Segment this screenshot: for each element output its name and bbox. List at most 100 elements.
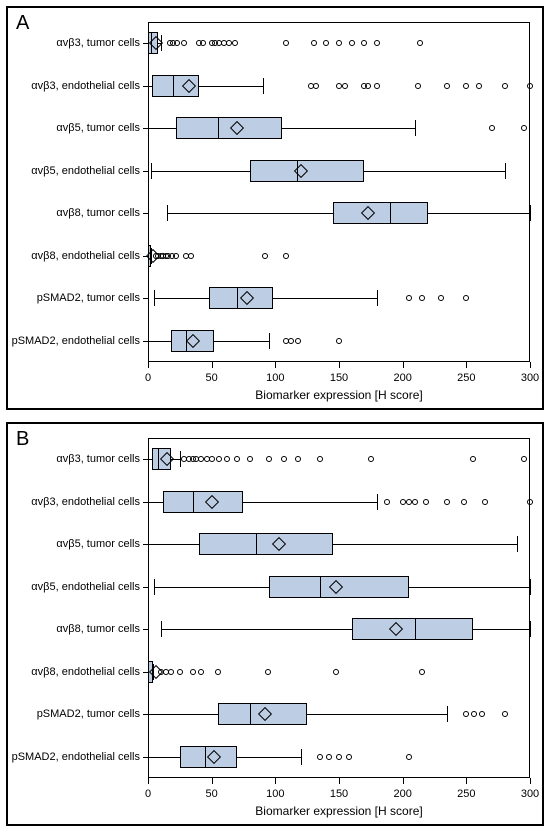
whisker-cap-low — [148, 706, 149, 722]
y-tick — [143, 213, 148, 214]
outlier-icon — [412, 499, 418, 505]
outlier-icon — [283, 40, 289, 46]
y-tick-label: αvβ3, endothelial cells — [31, 80, 140, 92]
outlier-icon — [234, 456, 240, 462]
outlier-icon — [317, 754, 323, 760]
outlier-icon — [188, 253, 194, 259]
y-axis-line — [148, 22, 149, 362]
outlier-icon — [198, 669, 204, 675]
y-tick-label: αvβ3, tumor cells — [56, 37, 140, 49]
x-tick-label: 50 — [206, 788, 218, 800]
y-tick-label: pSMAD2, tumor cells — [37, 708, 140, 720]
outlier-icon — [295, 456, 301, 462]
median-line — [193, 491, 194, 513]
whisker-cap-low — [148, 749, 149, 765]
x-tick — [403, 362, 404, 368]
whisker-cap-low — [154, 579, 155, 595]
outlier-icon — [438, 295, 444, 301]
x-tick-label: 200 — [393, 788, 411, 800]
plot-right-border — [529, 438, 530, 778]
outlier-icon — [346, 754, 352, 760]
y-tick-label: αvβ8, tumor cells — [56, 623, 140, 635]
x-tick — [403, 778, 404, 784]
x-tick — [148, 778, 149, 784]
outlier-icon — [209, 456, 215, 462]
y-tick-label: αvβ8, endothelial cells — [31, 666, 140, 678]
outlier-icon — [476, 83, 482, 89]
outlier-icon — [374, 83, 380, 89]
x-tick — [530, 362, 531, 368]
plot-area: 050100150200250300Biomarker expression [… — [148, 22, 530, 362]
x-axis-title: Biomarker expression [H score] — [255, 388, 422, 402]
box — [163, 491, 243, 513]
x-tick-label: 300 — [521, 788, 539, 800]
y-tick-label: αvβ5, tumor cells — [56, 122, 140, 134]
outlier-icon — [419, 295, 425, 301]
y-tick — [143, 171, 148, 172]
outlier-icon — [283, 253, 289, 259]
outlier-icon — [247, 456, 253, 462]
whisker-cap-high — [505, 163, 506, 179]
whisker-cap-low — [154, 290, 155, 306]
outlier-icon — [463, 295, 469, 301]
outlier-icon — [461, 499, 467, 505]
outlier-icon — [232, 40, 238, 46]
median-line — [415, 618, 416, 640]
median-line — [320, 576, 321, 598]
outlier-icon — [281, 456, 287, 462]
whisker-cap-high — [377, 494, 378, 510]
outlier-icon — [479, 711, 485, 717]
figure-root: A050100150200250300Biomarker expression … — [0, 0, 550, 832]
median-line — [256, 533, 257, 555]
whisker-cap-high — [530, 621, 531, 637]
box — [333, 202, 429, 224]
outlier-icon — [521, 456, 527, 462]
whisker-cap-high — [530, 205, 531, 221]
outlier-icon — [336, 83, 342, 89]
y-tick-label: pSMAD2, endothelial cells — [12, 751, 140, 763]
median-line — [250, 703, 251, 725]
x-tick — [339, 778, 340, 784]
y-tick-label: pSMAD2, tumor cells — [37, 292, 140, 304]
x-tick — [212, 778, 213, 784]
x-tick-label: 100 — [266, 372, 284, 384]
outlier-icon — [415, 83, 421, 89]
outlier-icon — [482, 499, 488, 505]
outlier-icon — [333, 669, 339, 675]
y-tick-label: αvβ3, tumor cells — [56, 453, 140, 465]
outlier-icon — [368, 456, 374, 462]
plot-area: 050100150200250300Biomarker expression [… — [148, 438, 530, 778]
x-tick — [466, 362, 467, 368]
outlier-icon — [200, 40, 206, 46]
whisker-cap-low — [148, 333, 149, 349]
outlier-icon — [417, 40, 423, 46]
y-tick-label: αvβ8, endothelial cells — [31, 250, 140, 262]
outlier-icon — [463, 711, 469, 717]
outlier-icon — [444, 499, 450, 505]
whisker-cap-high — [530, 579, 531, 595]
outlier-icon — [168, 669, 174, 675]
whisker-cap-high — [415, 120, 416, 136]
y-tick — [143, 587, 148, 588]
whisker-cap-high — [377, 290, 378, 306]
whisker-line — [161, 629, 530, 630]
outlier-icon — [365, 83, 371, 89]
whisker-cap-high — [269, 333, 270, 349]
outlier-icon — [262, 253, 268, 259]
outlier-icon — [336, 338, 342, 344]
x-tick-label: 50 — [206, 372, 218, 384]
y-axis-line — [148, 438, 149, 778]
x-tick-label: 100 — [266, 788, 284, 800]
box — [176, 117, 282, 139]
outlier-icon — [444, 83, 450, 89]
outlier-icon — [266, 456, 272, 462]
outlier-icon — [336, 754, 342, 760]
median-line — [158, 448, 159, 470]
outlier-icon — [419, 669, 425, 675]
whisker-cap-high — [263, 78, 264, 94]
y-tick-label: αvβ5, endothelial cells — [31, 581, 140, 593]
x-tick — [275, 778, 276, 784]
y-tick-label: αvβ5, endothelial cells — [31, 165, 140, 177]
outlier-icon — [406, 499, 412, 505]
y-tick-label: pSMAD2, endothelial cells — [12, 335, 140, 347]
